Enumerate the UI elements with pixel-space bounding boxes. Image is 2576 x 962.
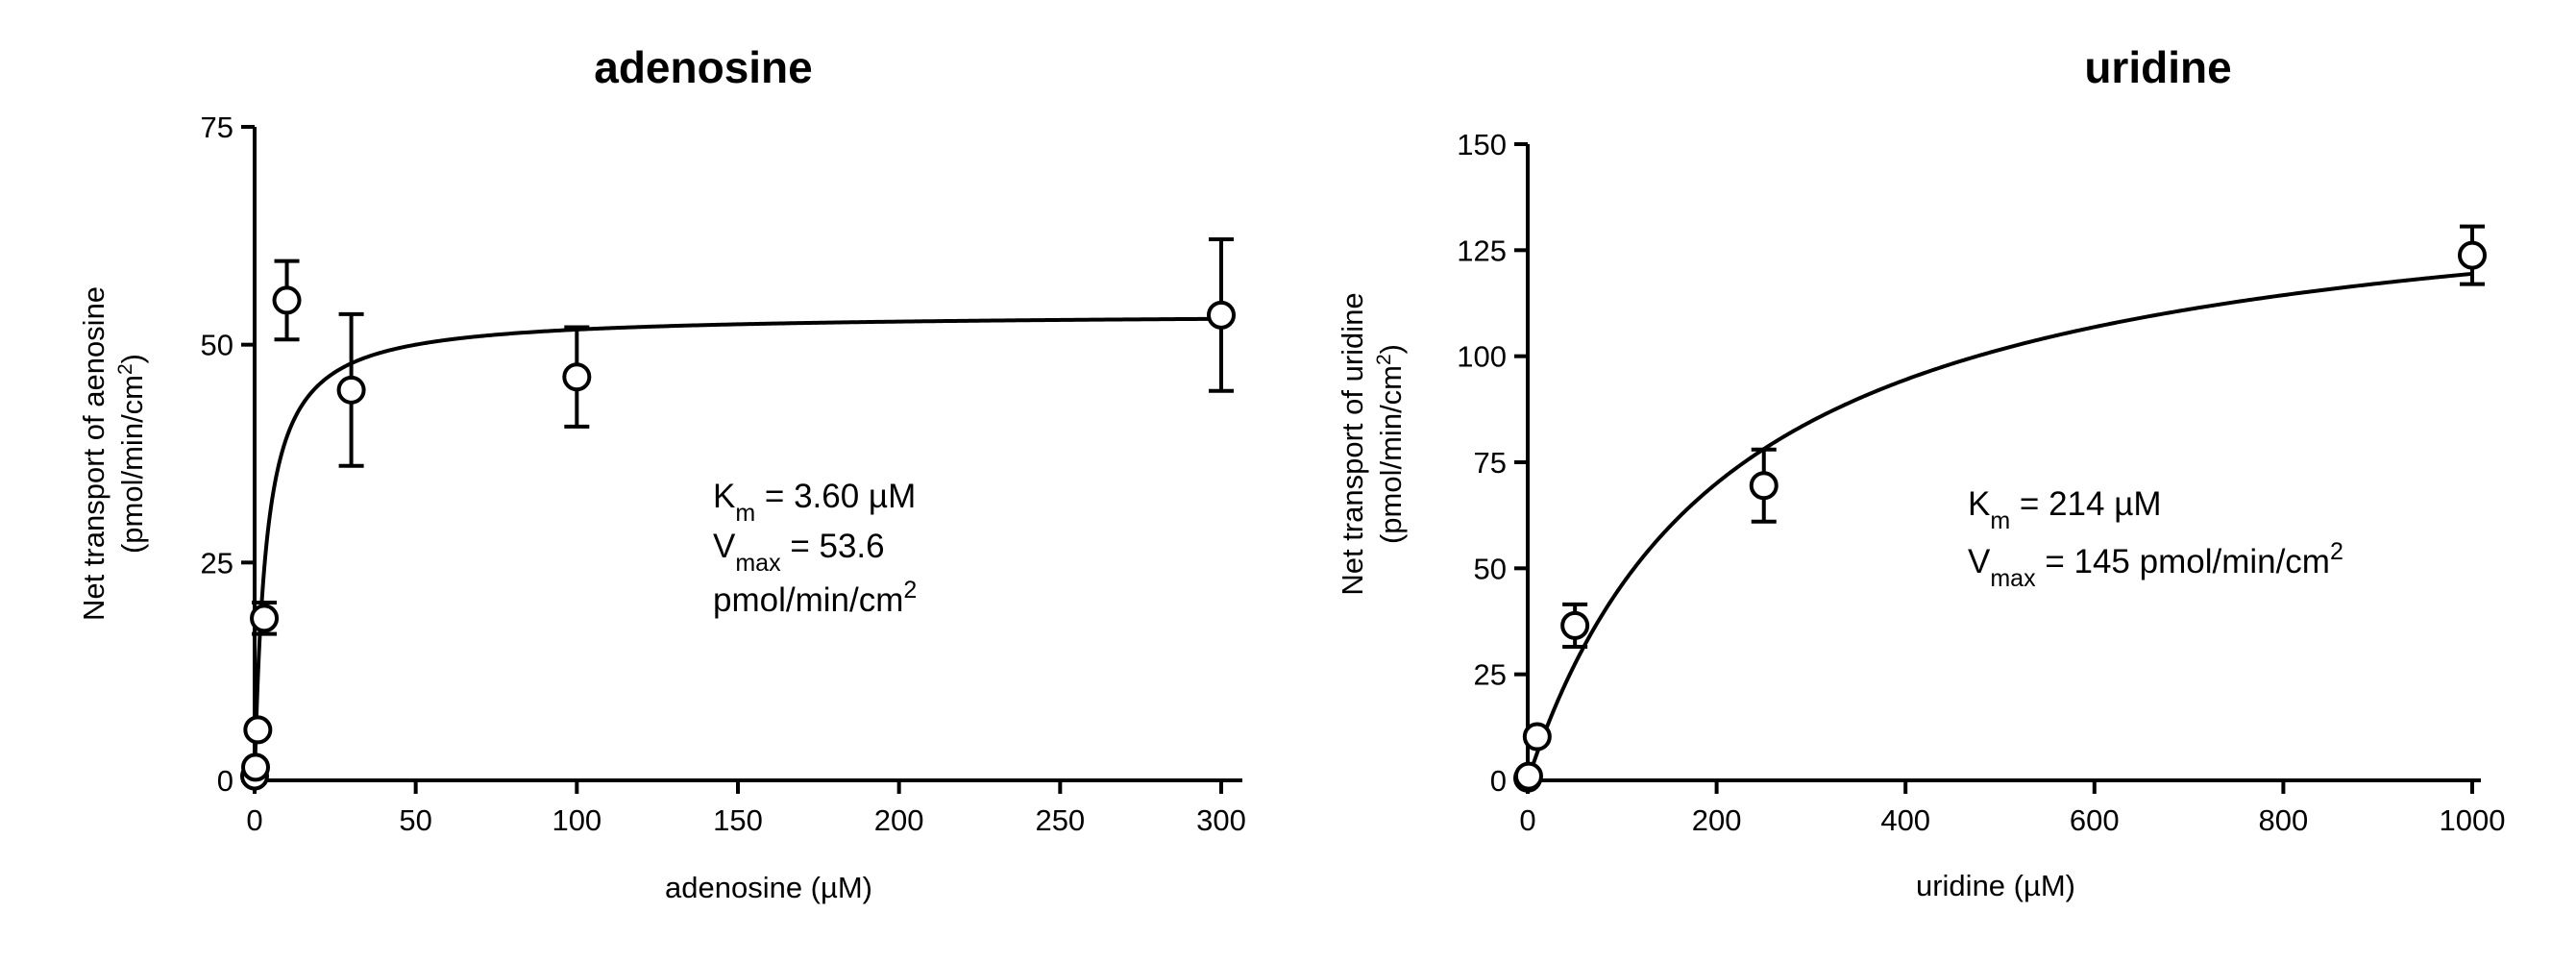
y-tick-label: 75 (201, 111, 233, 144)
point-marker (1522, 722, 1552, 752)
y-tick-label: 75 (1474, 446, 1507, 480)
y-axis-label-line2: (pmol/min/cm2) (1373, 344, 1409, 544)
vmax-annotation: Vmax = 145 pmol/min/cm2 (1968, 538, 2343, 592)
data-point (336, 311, 366, 468)
y-axis-label-line2: (pmol/min/cm2) (114, 354, 150, 554)
unit-annotation: pmol/min/cm2 (713, 577, 917, 619)
point-marker (241, 752, 271, 782)
x-axis-label: uridine (µM) (1916, 869, 2075, 902)
point-marker (1749, 471, 1779, 501)
y-axis-label-line1: Net transport of aenosine (77, 286, 110, 621)
x-tick-label: 1000 (2440, 803, 2506, 837)
data-point (241, 752, 271, 782)
data-point (562, 325, 592, 429)
y-tick-label: 50 (1474, 552, 1507, 585)
x-tick-label: 0 (1519, 803, 1535, 837)
data-point (1207, 236, 1236, 393)
y-axis-label: Net transport of uridine (pmol/min/cm2) (1336, 292, 1408, 595)
data-point (2458, 224, 2487, 286)
point-marker (1513, 761, 1543, 791)
x-tick-label: 50 (399, 803, 431, 837)
x-tick-label: 150 (713, 803, 763, 837)
point-marker (336, 375, 366, 405)
y-tick-label: 0 (217, 764, 233, 798)
y-tick-label: 25 (201, 546, 233, 580)
vmax-annotation: Vmax = 53.6 (713, 528, 885, 577)
km-annotation: Km = 214 µM (1968, 485, 2162, 534)
data-point (1749, 447, 1779, 524)
y-tick-label: 0 (1490, 764, 1507, 798)
x-tick-label: 200 (874, 803, 924, 837)
y-axis-label: Net transport of aenosine (pmol/min/cm2) (77, 286, 149, 621)
point-marker (562, 362, 592, 392)
y-tick-label: 25 (1474, 658, 1507, 692)
point-marker (243, 715, 273, 745)
x-tick-label: 800 (2259, 803, 2309, 837)
fit-curve (253, 316, 1222, 780)
x-tick-label: 400 (1880, 803, 1930, 837)
data-point (272, 259, 302, 342)
point-marker (2458, 240, 2487, 270)
adenosine-chart: adenosine 0 25 50 75 0 50 100 150 200 250 300 ade… (77, 42, 1246, 904)
chart-title: adenosine (594, 42, 813, 92)
x-tick-label: 100 (552, 803, 601, 837)
x-tick-label: 200 (1692, 803, 1742, 837)
uridine-chart: uridine 0 25 50 75 100 125 150 0 200 400 600 800 10… (1336, 42, 2505, 902)
data-point (1522, 722, 1552, 752)
x-tick-label: 0 (246, 803, 262, 837)
y-tick-label: 150 (1457, 128, 1507, 161)
y-axis-label-line1: Net transport of uridine (1336, 292, 1369, 595)
point-marker (1560, 610, 1590, 640)
data-point (1513, 761, 1543, 791)
km-annotation: Km = 3.60 µM (713, 478, 916, 527)
x-tick-label: 250 (1035, 803, 1085, 837)
x-axis-label: adenosine (µM) (665, 871, 872, 904)
y-tick-label: 125 (1457, 234, 1507, 267)
data-point (250, 601, 280, 636)
data-point (1560, 602, 1590, 649)
point-marker (1207, 300, 1236, 330)
y-tick-label: 100 (1457, 340, 1507, 374)
point-marker (250, 604, 280, 633)
data-point (243, 715, 273, 745)
x-tick-label: 600 (2070, 803, 2120, 837)
chart-title: uridine (2084, 42, 2231, 92)
x-tick-label: 300 (1196, 803, 1246, 837)
y-tick-label: 50 (201, 329, 233, 362)
point-marker (272, 285, 302, 315)
